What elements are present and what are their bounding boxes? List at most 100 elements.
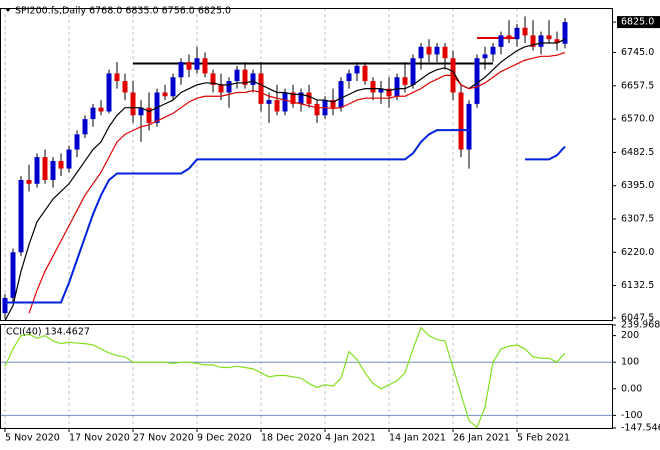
candle-body — [186, 62, 192, 70]
candle-body — [514, 27, 520, 40]
candle-body — [354, 65, 360, 74]
candle-body — [10, 252, 16, 298]
candle-body — [522, 27, 528, 36]
candle-body — [242, 69, 248, 85]
candle-body — [250, 73, 256, 85]
y-tick-label: 6220.0 — [621, 247, 654, 258]
candle-body — [314, 103, 320, 116]
x-tick-label: 27 Nov 2020 — [133, 433, 194, 444]
y-tick-label: 6482.5 — [621, 147, 654, 158]
candle-body — [298, 92, 304, 104]
candle-body — [226, 81, 232, 93]
y-tick-label: 6657.5 — [621, 80, 654, 91]
candle-body — [122, 81, 128, 93]
candle-body — [490, 46, 496, 55]
candle-body — [2, 297, 8, 314]
candle-body — [378, 88, 384, 93]
candle-body — [138, 107, 144, 116]
cci-panel-frame — [0, 324, 613, 429]
candle-body — [370, 81, 376, 93]
candle-body — [26, 179, 32, 184]
candle-body — [442, 46, 448, 59]
y-tick-label: 6745.0 — [621, 47, 654, 58]
candle-body — [234, 69, 240, 82]
candle-body — [210, 73, 216, 85]
candle-body — [274, 100, 280, 112]
candle-body — [402, 77, 408, 85]
candle-body — [458, 92, 464, 150]
y-tick-label: 6047.5 — [621, 312, 654, 323]
x-tick-label: 5 Nov 2020 — [5, 433, 60, 444]
candle-body — [170, 77, 176, 97]
candle-body — [66, 149, 72, 169]
series-line — [525, 145, 566, 161]
candle-body — [410, 58, 416, 85]
candle-body — [34, 157, 40, 184]
candle-body — [530, 35, 536, 47]
candle-body — [50, 160, 56, 180]
candle-body — [434, 46, 440, 55]
candle-body — [282, 92, 288, 112]
labels: 5 Nov 2020 17 Nov 2020 27 Nov 2020 9 Dec 20… — [4, 16, 660, 444]
candle-body — [42, 157, 48, 180]
y-tick-label: 200 — [621, 330, 639, 341]
x-tick-label: 9 Dec 2020 — [197, 433, 252, 444]
candle-body — [418, 46, 424, 59]
x-tick-label: 26 Jan 2021 — [453, 433, 510, 444]
candle-body — [218, 84, 224, 93]
candle-body — [498, 35, 504, 47]
y-tick-label: 6825.0 — [621, 17, 654, 28]
candle-body — [18, 179, 24, 253]
candle-body — [258, 73, 264, 104]
candle-body — [82, 119, 88, 135]
series-line — [4, 326, 566, 429]
series-line — [4, 38, 566, 322]
candle-body — [426, 46, 432, 55]
y-tick-label: 0.00 — [621, 383, 642, 394]
candle-body — [362, 65, 368, 82]
candle-body — [58, 160, 64, 169]
candle-body — [90, 107, 96, 120]
y-tick-label: 6307.5 — [621, 213, 654, 224]
candle-body — [386, 88, 392, 97]
x-tick-label: 17 Nov 2020 — [69, 433, 130, 444]
candle-body — [162, 92, 168, 97]
main-panel-frame — [0, 8, 613, 321]
y-tick-label: -147.546 — [621, 423, 660, 434]
candle-body — [178, 62, 184, 78]
candle-body — [466, 103, 472, 150]
y-tick-label: 100 — [621, 357, 639, 368]
x-tick-label: 18 Dec 2020 — [261, 433, 322, 444]
y-tick-label: 6132.5 — [621, 280, 654, 291]
candle-body — [130, 92, 136, 116]
chart-title: SPI200.fs,Daily 6768.0 6835.0 6756.0 682… — [15, 6, 231, 17]
indicator-title: CCI(40) 134.4627 — [6, 327, 90, 338]
price-label-box — [617, 16, 660, 29]
candle-body — [394, 77, 400, 97]
candle-body — [474, 58, 480, 104]
y-tick-label: 6395.0 — [621, 180, 654, 191]
candle-body — [266, 100, 272, 104]
x-tick-label: 4 Jan 2021 — [325, 433, 376, 444]
candle-body — [114, 73, 120, 82]
candle-body — [546, 35, 552, 40]
header-arrow — [5, 8, 11, 12]
candle-body — [562, 22, 568, 44]
y-tick-label: -100 — [621, 410, 643, 421]
candle-body — [306, 92, 312, 104]
x-tick-label: 14 Jan 2021 — [389, 433, 446, 444]
candle-body — [98, 107, 104, 112]
candle-body — [330, 100, 336, 108]
y-tick-label: 6570.0 — [621, 114, 654, 125]
candle-body — [74, 134, 80, 150]
series-line — [5, 129, 469, 304]
candle-body — [346, 73, 352, 82]
series-line — [28, 51, 566, 314]
candle-body — [338, 81, 344, 108]
x-tick-label: 5 Feb 2021 — [517, 433, 570, 444]
candle-body — [106, 73, 112, 112]
marks — [2, 16, 568, 429]
